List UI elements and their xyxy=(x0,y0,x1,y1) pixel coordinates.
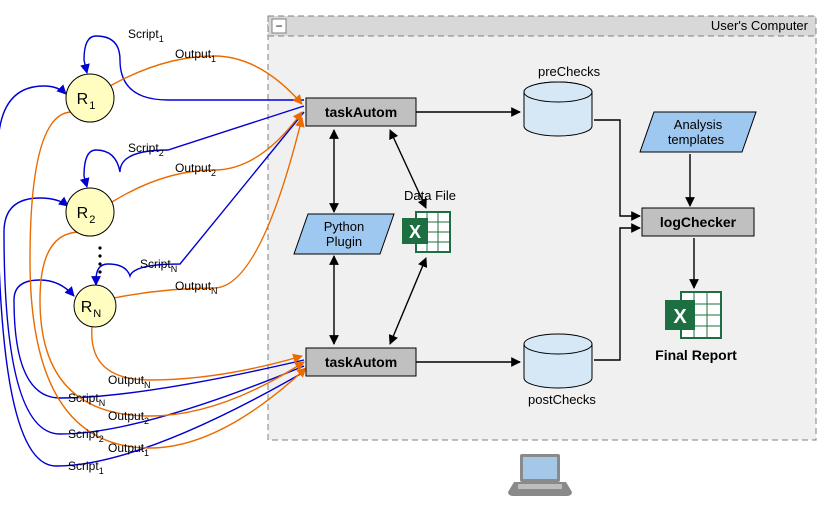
vdots xyxy=(98,246,101,273)
svg-text:Output1: Output1 xyxy=(108,441,149,458)
container-title: User's Computer xyxy=(711,18,809,33)
python-plugin: Python Plugin xyxy=(294,214,394,254)
svg-text:Output1: Output1 xyxy=(175,47,216,64)
svg-text:Output2: Output2 xyxy=(175,161,216,178)
svg-text:Data File: Data File xyxy=(404,188,456,203)
svg-text:templates: templates xyxy=(668,132,725,147)
datafile: Data File X xyxy=(402,188,456,252)
postchecks-cylinder: postChecks xyxy=(524,334,596,407)
top-labels: Script1 Output1 Script2 Output2 ScriptN … xyxy=(128,27,218,296)
svg-text:Script2: Script2 xyxy=(68,427,104,444)
router-R1: R1 xyxy=(66,74,114,122)
svg-text:Python: Python xyxy=(324,219,364,234)
script2-label: Script xyxy=(128,141,159,155)
outputN-label: Output xyxy=(175,279,212,293)
svg-text:Output2: Output2 xyxy=(108,409,149,426)
router-RN: RN xyxy=(74,285,116,327)
svg-text:preChecks: preChecks xyxy=(538,64,601,79)
collapse-icon[interactable]: − xyxy=(275,19,282,33)
excel-icon: X xyxy=(409,222,421,242)
svg-text:OutputN: OutputN xyxy=(175,279,218,296)
analysis-templates: Analysis templates xyxy=(640,112,756,152)
logchecker: logChecker xyxy=(642,208,754,236)
taskautom-bottom: taskAutom xyxy=(306,348,416,376)
output2-label: Output xyxy=(175,161,212,175)
svg-text:Plugin: Plugin xyxy=(326,234,362,249)
svg-text:Script1: Script1 xyxy=(128,27,164,44)
svg-text:ScriptN: ScriptN xyxy=(68,391,105,408)
svg-text:ScriptN: ScriptN xyxy=(140,257,177,274)
scriptN-label: Script xyxy=(140,257,171,271)
svg-text:OutputN: OutputN xyxy=(108,373,151,390)
svg-text:taskAutom: taskAutom xyxy=(325,104,397,120)
routers: R1 R2 RN xyxy=(66,74,116,327)
svg-text:Analysis: Analysis xyxy=(674,117,723,132)
svg-text:Script1: Script1 xyxy=(68,459,104,476)
svg-text:logChecker: logChecker xyxy=(660,214,737,230)
svg-text:Final Report: Final Report xyxy=(655,347,737,363)
router-R2: R2 xyxy=(66,188,114,236)
svg-text:postChecks: postChecks xyxy=(528,392,596,407)
output1-label: Output xyxy=(175,47,212,61)
script1-label: Script xyxy=(128,27,159,41)
svg-text:taskAutom: taskAutom xyxy=(325,354,397,370)
taskautom-top: taskAutom xyxy=(306,98,416,126)
laptop-icon xyxy=(508,454,572,496)
excel-icon: X xyxy=(673,306,687,328)
